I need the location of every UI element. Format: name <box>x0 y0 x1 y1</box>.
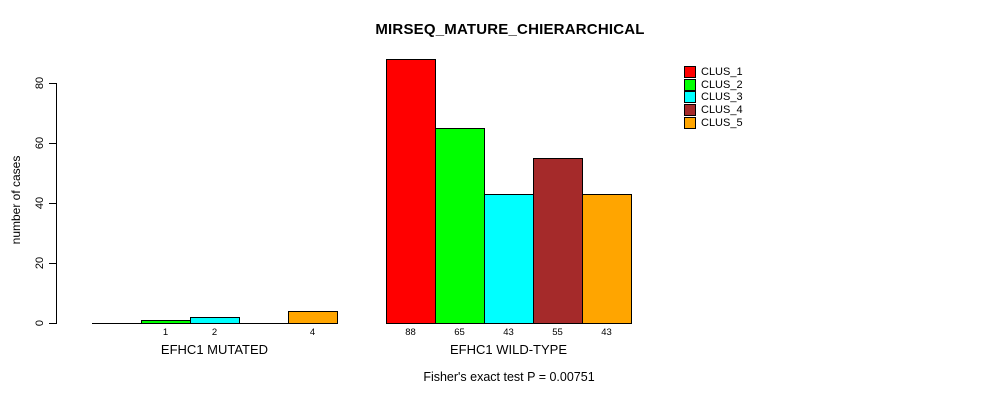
y-axis-tick-label: 60 <box>34 136 46 150</box>
y-axis-tick <box>49 83 56 84</box>
legend-label: CLUS_5 <box>701 116 743 129</box>
group-label-wild-type: EFHC1 WILD-TYPE <box>449 342 568 357</box>
bar-clus_2-wildtype <box>435 128 485 324</box>
y-axis-line <box>56 83 57 324</box>
bar-value-label: 55 <box>552 327 563 338</box>
y-axis-tick <box>49 263 56 264</box>
y-axis-tick-label: 80 <box>34 76 46 90</box>
bar-value-label: 1 <box>162 327 169 338</box>
legend-swatch-clus_3 <box>684 91 696 104</box>
legend-item-clus_5: CLUS_5 <box>684 116 743 129</box>
group-label-mutated: EFHC1 MUTATED <box>160 342 269 357</box>
bar-clus_5-wildtype <box>582 194 632 324</box>
bar-value-label: 43 <box>601 327 612 338</box>
legend-label: CLUS_2 <box>701 78 743 91</box>
bar-value-label: 2 <box>211 327 218 338</box>
bar-clus_4-wildtype <box>533 158 583 324</box>
legend-label: CLUS_1 <box>701 66 743 78</box>
y-axis-tick <box>49 203 56 204</box>
legend-swatch-clus_1 <box>684 66 696 78</box>
legend-swatch-clus_5 <box>684 116 696 129</box>
y-axis-tick-label: 0 <box>34 319 46 327</box>
bar-clus_3-wildtype <box>484 194 534 324</box>
bar-clus_2-mutated <box>141 320 191 324</box>
legend-item-clus_1: CLUS_1 <box>684 66 743 78</box>
legend-swatch-clus_4 <box>684 104 696 117</box>
y-axis-title: number of cases <box>9 155 23 245</box>
bar-clus_5-mutated <box>288 311 338 324</box>
legend-swatch-clus_2 <box>684 78 696 91</box>
y-axis-tick <box>49 143 56 144</box>
legend: CLUS_1 CLUS_2 CLUS_3 CLUS_4 CLUS_5 <box>684 66 743 129</box>
y-axis-tick-label: 20 <box>34 256 46 270</box>
bar-value-label: 88 <box>405 327 416 338</box>
y-axis-tick <box>49 323 56 324</box>
chart-title: MIRSEQ_MATURE_CHIERARCHICAL <box>375 21 645 38</box>
legend-item-clus_3: CLUS_3 <box>684 91 743 104</box>
bar-value-label: 43 <box>503 327 514 338</box>
bar-clus_1-wildtype <box>386 59 436 324</box>
y-axis-tick-label: 40 <box>34 196 46 210</box>
bar-value-label: 4 <box>309 327 316 338</box>
legend-item-clus_2: CLUS_2 <box>684 78 743 91</box>
bar-clus_3-mutated <box>190 317 240 324</box>
legend-label: CLUS_4 <box>701 104 743 117</box>
fisher-test-annotation: Fisher's exact test P = 0.00751 <box>423 370 595 384</box>
bar-value-label: 65 <box>454 327 465 338</box>
legend-label: CLUS_3 <box>701 91 743 104</box>
legend-item-clus_4: CLUS_4 <box>684 104 743 117</box>
